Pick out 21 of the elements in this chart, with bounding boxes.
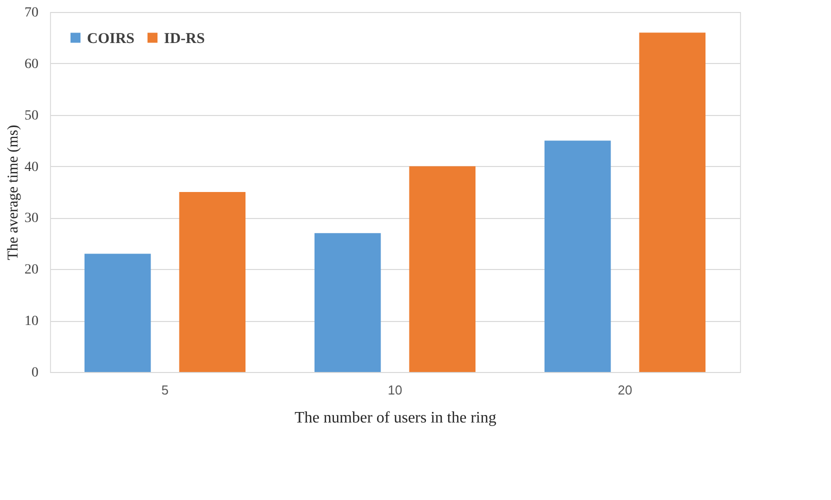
y-tick-label: 50: [24, 108, 38, 124]
x-tick-label: 20: [618, 382, 632, 398]
y-axis-title: The average time (ms): [6, 124, 22, 260]
y-tick-label: 60: [24, 56, 38, 72]
bar: [639, 32, 706, 372]
x-tick-label: 5: [161, 382, 169, 398]
y-tick-label: 70: [24, 6, 38, 20]
legend-label: COIRS: [87, 30, 135, 47]
x-tick-label: 10: [388, 382, 402, 398]
x-axis-title: The number of users in the ring: [294, 410, 496, 426]
legend-label: ID-RS: [164, 30, 205, 47]
bar: [84, 254, 151, 372]
bar: [409, 166, 476, 372]
y-tick-label: 0: [32, 366, 38, 380]
y-tick-label: 10: [24, 314, 38, 330]
y-tick-label: 40: [24, 160, 38, 175]
bar: [179, 192, 246, 372]
y-tick-label: 20: [24, 262, 38, 278]
y-tick-label: 30: [24, 211, 38, 226]
bar: [544, 140, 611, 372]
bar: [314, 233, 381, 372]
